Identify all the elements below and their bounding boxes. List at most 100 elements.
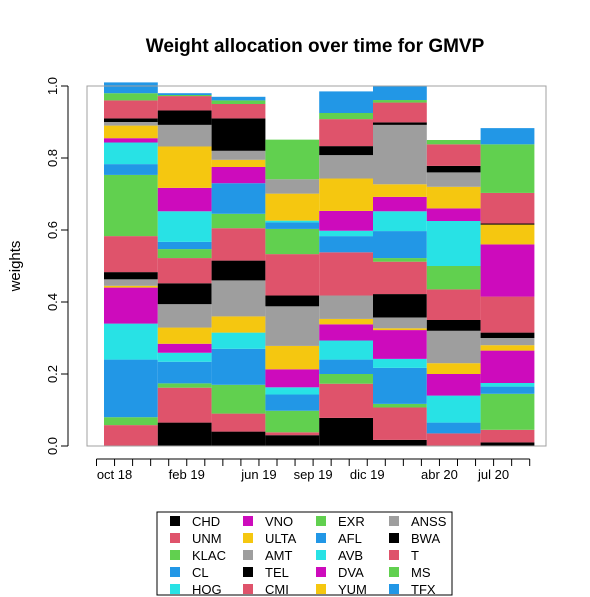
bar-segment-tfx-3 (211, 96, 266, 101)
x-tick-label: abr 20 (421, 467, 458, 482)
bar-segment-cl-4 (265, 394, 320, 411)
legend-label-yum: YUM (338, 582, 367, 597)
bar-segment-anss-1 (104, 122, 158, 126)
bar-segment-anss-6 (373, 124, 427, 185)
bar-segment-exr-2 (157, 249, 212, 259)
bar-segment-bwa-5 (319, 146, 373, 156)
x-tick-label: oct 18 (97, 467, 132, 482)
bar-segment-hog-5 (319, 340, 373, 360)
legend-swatch-unm (170, 533, 180, 543)
bar-segment-klac-5 (319, 374, 373, 384)
bar-segment-tel-4 (265, 295, 320, 307)
legend: CHD UNM KLAC CL HOG VNO ULTA AMT TEL CMI EXR AFL AVB… (156, 511, 453, 597)
legend-label-vno: VNO (265, 514, 293, 529)
bar-segment-amt-6 (373, 317, 427, 329)
bar-segment-exr-7 (426, 266, 481, 290)
legend-swatch-bwa (389, 533, 399, 543)
legend-label-dva: DVA (338, 565, 364, 580)
y-axis-label: weights (7, 241, 24, 293)
legend-label-bwa: BWA (411, 531, 440, 546)
legend-swatch-ms (389, 567, 399, 577)
bar-segment-klac-6 (373, 403, 427, 408)
bar-segment-unm-4 (265, 432, 320, 436)
legend-label-klac: KLAC (192, 548, 226, 563)
bar-segment-ulta-4 (265, 345, 320, 370)
bar-segment-yum-6 (373, 184, 427, 197)
bar-segment-t-6 (373, 102, 427, 123)
legend-swatch-afl (316, 533, 326, 543)
bar-segment-vno-2 (157, 343, 212, 353)
bar-segment-avb-7 (426, 221, 481, 266)
bar-segment-cl-5 (319, 359, 373, 374)
legend-label-amt: AMT (265, 548, 293, 563)
bar-segment-tel-8 (480, 332, 535, 338)
bar-segment-cl-7 (426, 422, 481, 434)
bar-segment-yum-8 (480, 224, 535, 245)
bar-segment-ulta-7 (426, 363, 481, 374)
bar-segment-dva-2 (157, 187, 212, 212)
legend-swatch-amt (243, 550, 253, 560)
bar-segment-cmi-8 (480, 296, 535, 333)
legend-swatch-tel (243, 567, 253, 577)
bar-segment-amt-8 (480, 338, 535, 346)
bar-segment-tel-6 (373, 294, 427, 318)
plot-frame (86, 85, 547, 447)
legend-label-avb: AVB (338, 548, 363, 563)
bar-segment-yum-5 (319, 178, 373, 211)
bar-segment-ulta-3 (211, 316, 266, 333)
bar-segment-cl-8 (480, 386, 535, 394)
bar-segment-anss-5 (319, 155, 373, 179)
bar-segment-vno-8 (480, 350, 535, 383)
bar-segment-amt-7 (426, 330, 481, 364)
bar-segment-afl-1 (104, 164, 158, 175)
bar-segment-klac-2 (157, 383, 212, 388)
bar-segment-anss-7 (426, 172, 481, 187)
x-tick-label: sep 19 (294, 467, 333, 482)
bar-segment-tel-7 (426, 320, 481, 331)
legend-label-hog: HOG (192, 582, 222, 597)
legend-swatch-chd (170, 516, 180, 526)
legend-swatch-ulta (243, 533, 253, 543)
bar-segment-cl-3 (211, 348, 266, 385)
bar-segment-avb-6 (373, 211, 427, 232)
bar-segment-exr-1 (104, 174, 158, 237)
legend-swatch-cl (170, 567, 180, 577)
legend-swatch-tfx (389, 584, 399, 594)
bar-segment-tfx-1 (104, 82, 158, 94)
bar-segment-cmi-5 (319, 252, 373, 296)
legend-label-exr: EXR (338, 514, 365, 529)
bar-segment-avb-1 (104, 142, 158, 165)
legend-swatch-klac (170, 550, 180, 560)
bar-segment-ulta-5 (319, 318, 373, 325)
bar-segment-bwa-2 (157, 110, 212, 125)
bar-segment-klac-1 (104, 417, 158, 426)
legend-label-afl: AFL (338, 531, 362, 546)
bar-segment-bwa-3 (211, 118, 266, 151)
bar-segment-avb-4 (265, 220, 320, 223)
bar-segment-ulta-8 (480, 345, 535, 351)
bar-segment-afl-5 (319, 236, 373, 253)
bar-segment-cmi-4 (265, 254, 320, 296)
legend-label-ulta: ULTA (265, 531, 297, 546)
legend-label-cl: CL (192, 565, 209, 580)
legend-label-tfx: TFX (411, 582, 436, 597)
bar-segment-ms-4 (265, 139, 320, 180)
y-tick-label: 0.4 (45, 293, 60, 311)
bar-segment-hog-4 (265, 387, 320, 395)
bar-segment-ms-1 (104, 93, 158, 101)
bar-segment-dva-3 (211, 167, 266, 184)
bar-segment-dva-6 (373, 196, 427, 212)
bar-segment-tel-3 (211, 260, 266, 281)
bar-segment-yum-3 (211, 159, 266, 167)
legend-swatch-dva (316, 567, 326, 577)
bar-segment-afl-4 (265, 222, 320, 229)
bar-segment-ms-7 (426, 140, 481, 145)
bar-segment-amt-2 (157, 304, 212, 328)
bar-segment-tfx-2 (157, 93, 212, 95)
bar-segment-cl-6 (373, 367, 427, 404)
bar-segment-anss-3 (211, 150, 266, 160)
bar-segment-klac-4 (265, 410, 320, 433)
bar-segment-vno-7 (426, 374, 481, 396)
bar-segment-exr-4 (265, 228, 320, 255)
y-tick-label: 0.6 (45, 221, 60, 239)
